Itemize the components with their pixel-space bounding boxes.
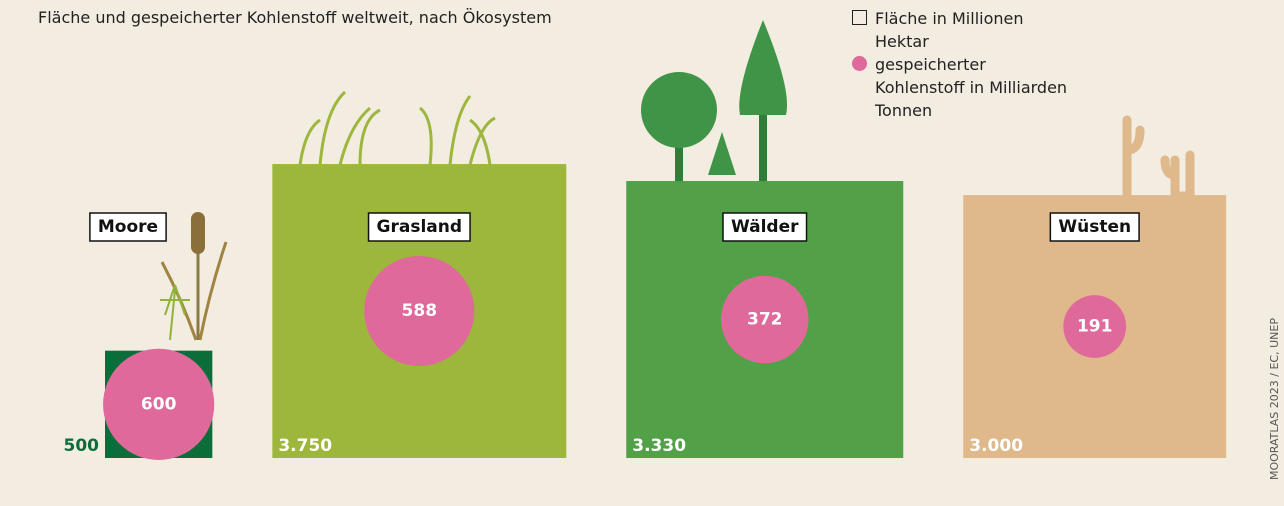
value-label: 3.330 (632, 436, 686, 456)
legend-swatch (852, 10, 867, 25)
legend: Fläche in Millionen Hektar gespeicherter… (852, 7, 1075, 122)
category-label: Moore (98, 217, 158, 237)
legend-item: Fläche in Millionen Hektar (852, 7, 1075, 53)
carbon-label: 588 (402, 301, 438, 321)
source: MOORATLAS 2023 / EC, UNEP (1268, 318, 1281, 480)
carbon-label: 600 (141, 394, 177, 414)
value-label: 500 (64, 436, 100, 456)
category-label: Wüsten (1058, 217, 1131, 237)
chart-title: Fläche und gespeicherter Kohlenstoff wel… (38, 8, 552, 27)
category-label: Grasland (377, 217, 463, 237)
value-label: 3.000 (969, 436, 1023, 456)
carbon-label: 191 (1077, 317, 1113, 337)
legend-swatch (852, 56, 867, 71)
chart: 500 600 Moore 3.750 588 Grasland 3.330 372 Wälde… (0, 0, 1284, 506)
legend-label: gespeicherter Kohlenstoff in Milliarden … (875, 53, 1075, 122)
legend-label: Fläche in Millionen Hektar (875, 7, 1075, 53)
infographic: 500 600 Moore 3.750 588 Grasland 3.330 372 Wälde… (0, 0, 1284, 506)
category-label: Wälder (731, 217, 799, 237)
legend-item: gespeicherter Kohlenstoff in Milliarden … (852, 53, 1075, 122)
carbon-label: 372 (747, 310, 783, 330)
value-label: 3.750 (278, 436, 332, 456)
